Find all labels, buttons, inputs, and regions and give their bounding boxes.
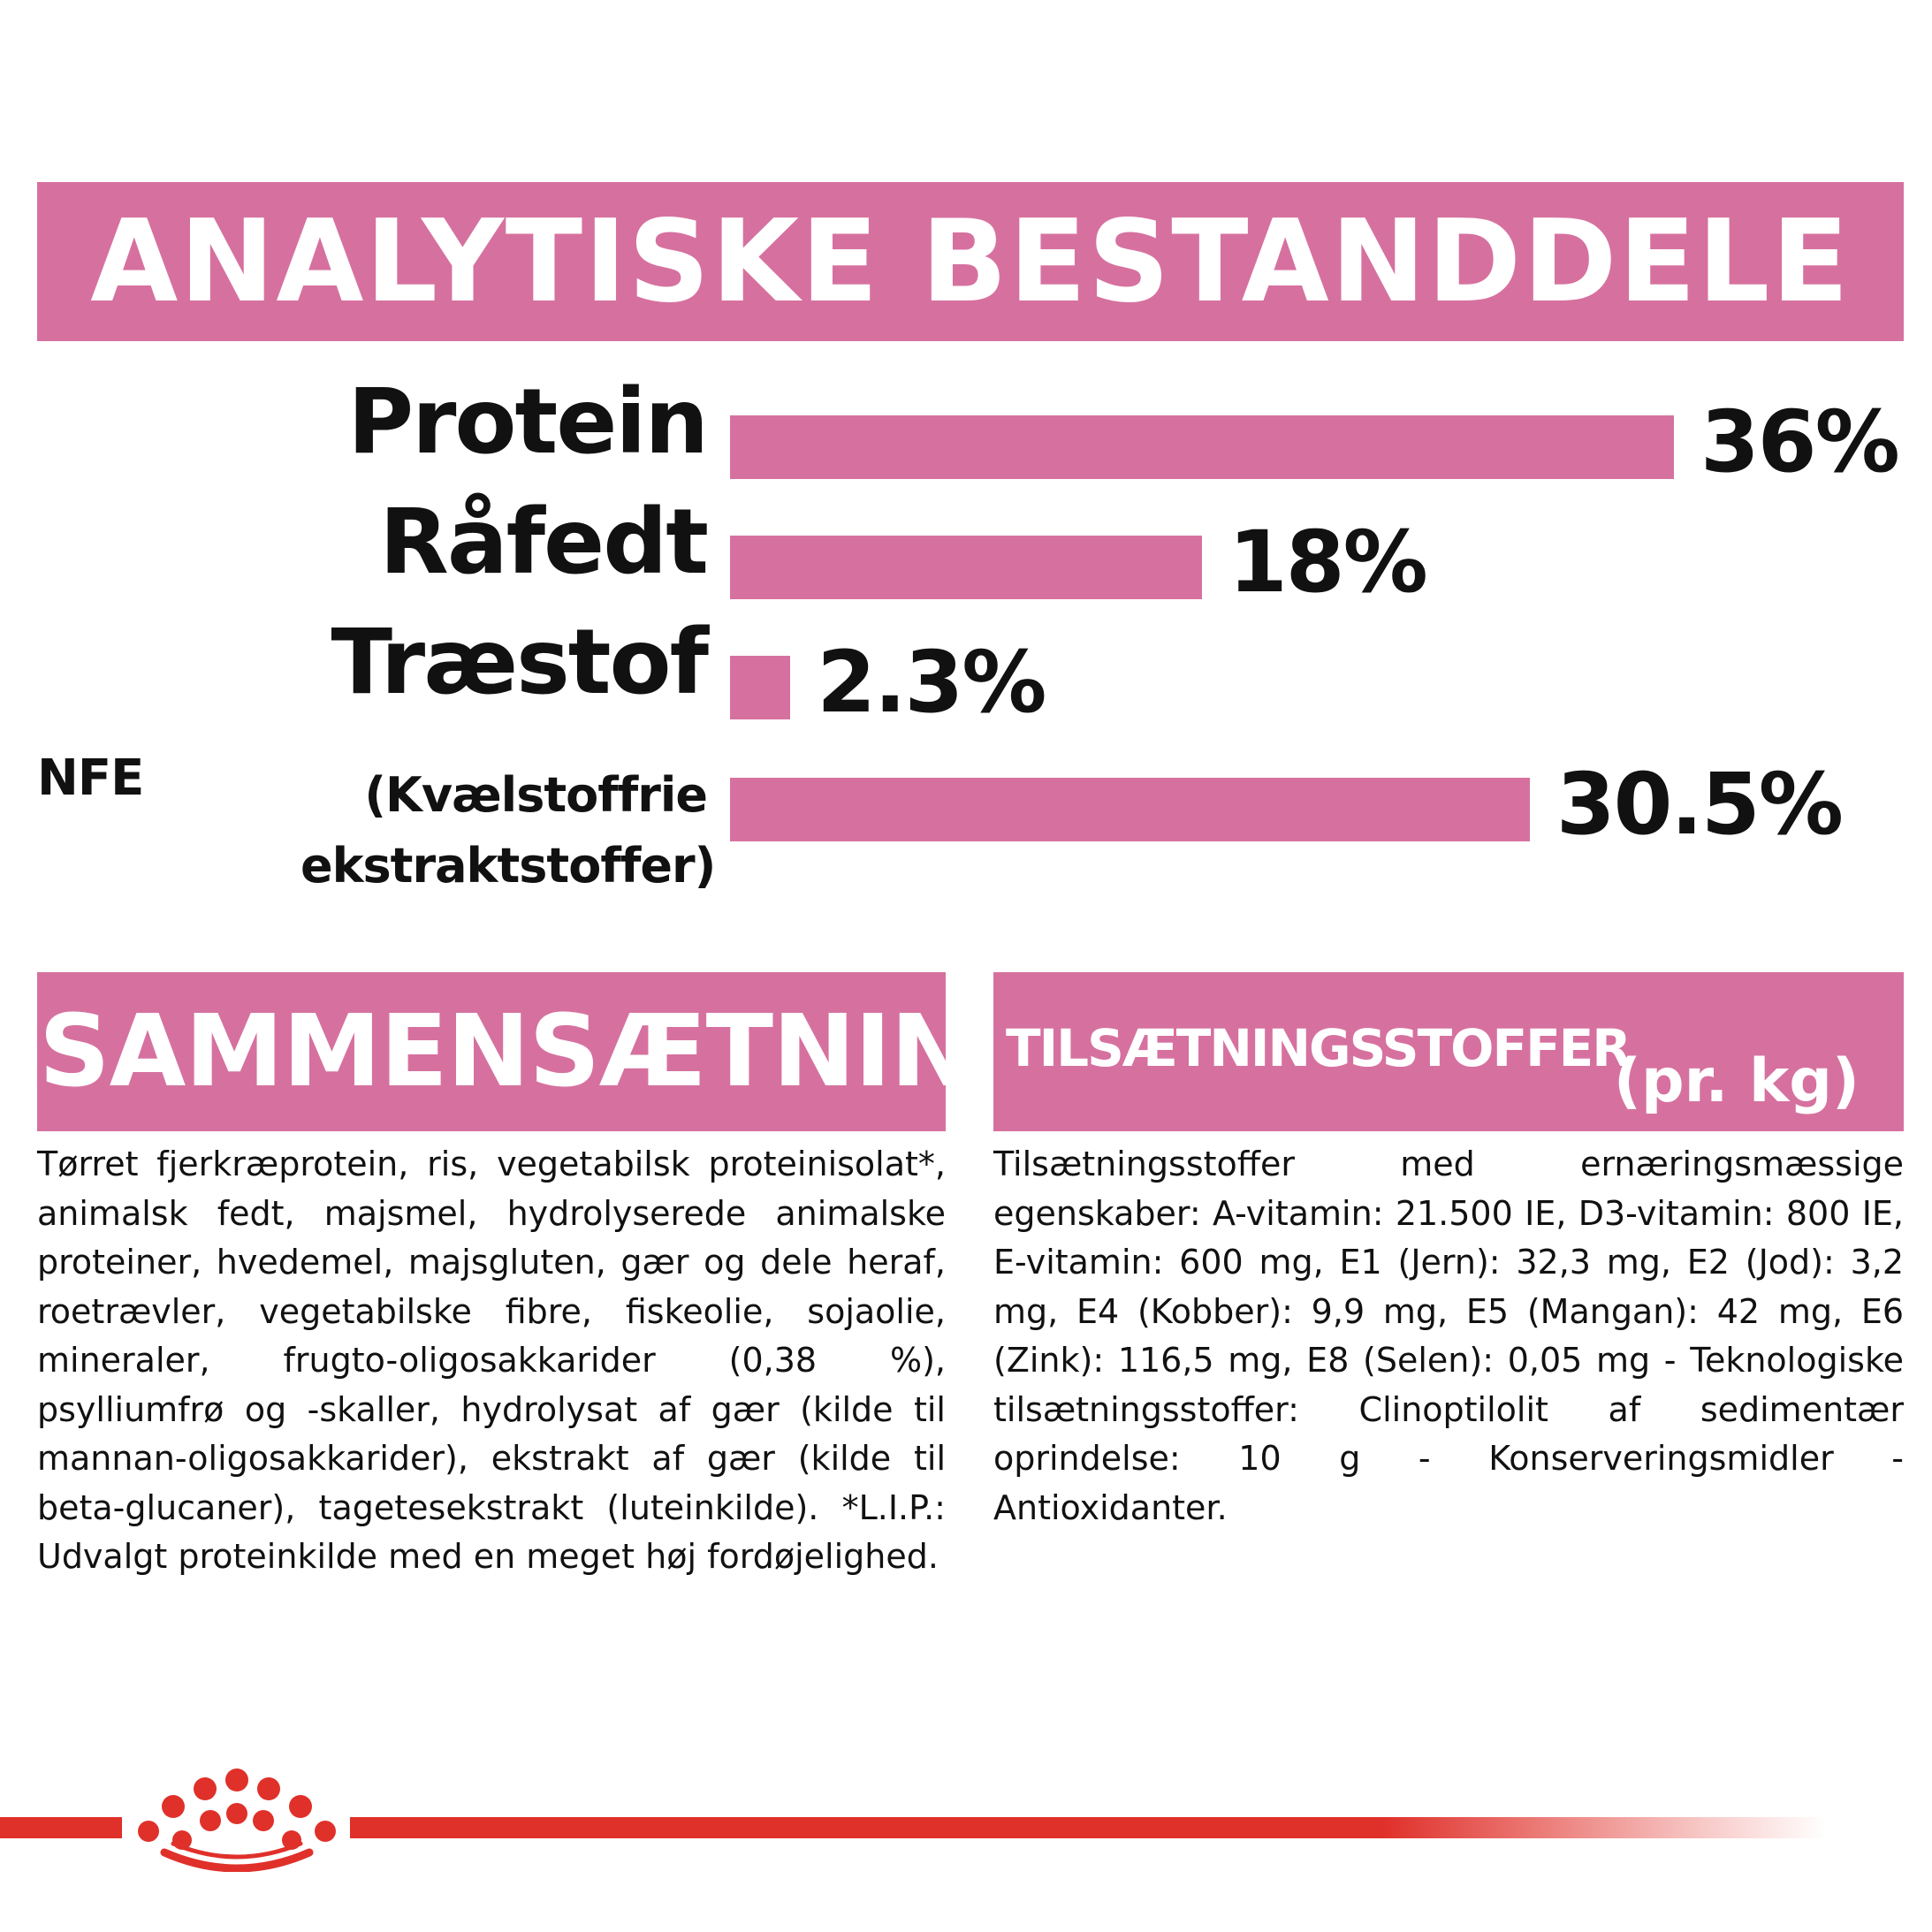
analytics-header-banner: ANALYTISKE BESTANDDELE [37, 182, 1904, 341]
analytics-title: ANALYTISKE BESTANDDELE [90, 195, 1851, 328]
composition-text: Tørret fjerkræprotein, ris, vegetabilsk … [37, 1145, 946, 1576]
royal-canin-crown-icon [138, 1768, 336, 1872]
additives-title: TILSÆTNINGSSTOFFER [1006, 1018, 1632, 1078]
category-label-1: Råfedt [379, 490, 709, 595]
bar-1 [730, 536, 1202, 599]
value-label-0: 36% [1700, 392, 1900, 491]
composition-title: SAMMENSÆTNING [39, 994, 1053, 1109]
value-label-2: 2.3% [817, 633, 1046, 732]
bar-0 [730, 415, 1674, 479]
bar-3 [730, 778, 1530, 841]
nfe-label: NFE [37, 749, 144, 807]
additives-unit: (pr. kg) [1613, 1046, 1860, 1116]
additives-text: Tilsætningsstoffer med ernæringsmæssige … [993, 1145, 1904, 1527]
category-label-3: (Kvælstoffrie ekstraktstoffer) [300, 767, 716, 894]
category-label-2: Træstof [331, 610, 709, 715]
value-label-1: 18% [1228, 513, 1428, 612]
composition-header-banner: SAMMENSÆTNING [37, 972, 1053, 1131]
footer-line-left [0, 1817, 122, 1838]
footer-line-right [350, 1817, 1826, 1838]
additives-header-banner: TILSÆTNINGSSTOFFER (pr. kg) [993, 972, 1904, 1131]
nutrient-bar-chart: Protein 36% Råfedt 18% Træstof 2.3% (Kvælstoff… [0, 369, 1932, 901]
value-label-3: 30.5% [1555, 755, 1844, 854]
bar-2 [730, 656, 791, 719]
category-label-0: Protein [347, 369, 709, 475]
